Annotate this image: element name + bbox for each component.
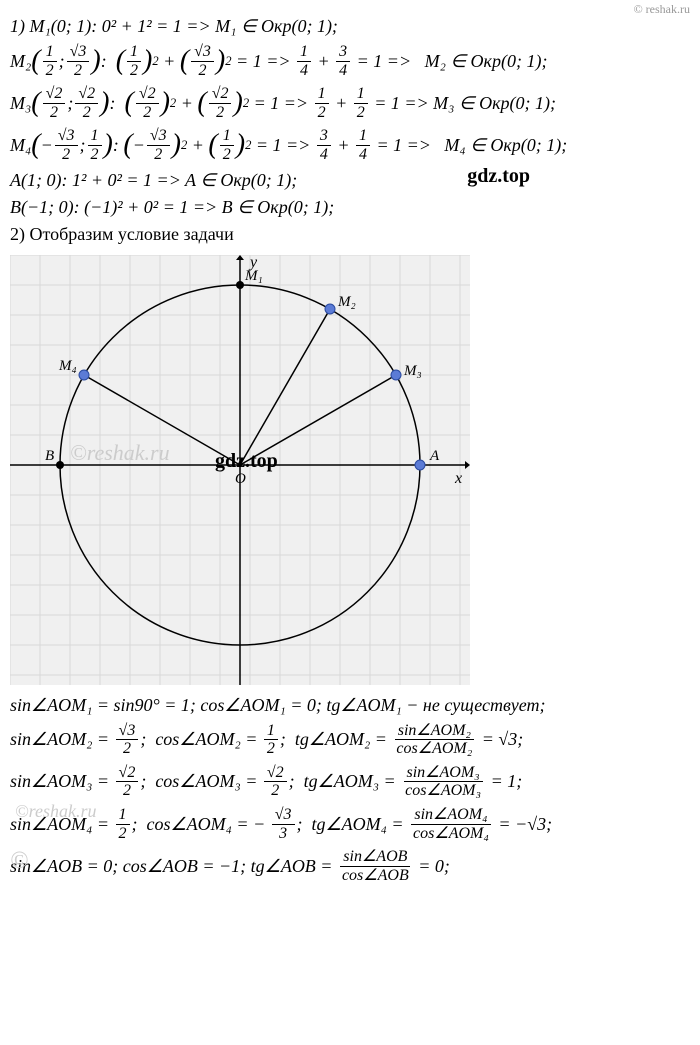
- svg-text:M₂: M₂: [337, 294, 356, 310]
- svg-text:M₁: M₁: [244, 268, 263, 284]
- line-m3: M₃ ( √22 ; √22 ) : ( √22 )2 + ( √22 )2 =…: [10, 85, 690, 121]
- line-b: B(−1; 0): (−1)² + 0² = 1 => B ∈ Окр(0; 1…: [10, 197, 690, 218]
- m2-prefix: M₂: [10, 51, 31, 72]
- svg-text:M₄: M₄: [58, 358, 77, 374]
- watermark-gdz: gdz.top: [215, 450, 278, 473]
- svg-text:O: O: [235, 471, 246, 487]
- line-task: 2) Отобразим условие задачи: [10, 224, 690, 245]
- trig-line-2: sin∠AOM₂ = √32 ; cos∠AOM₂ = 12 ; tg∠AOM₂…: [10, 722, 690, 758]
- watermark-reshak: ©reshak.ru: [70, 440, 170, 466]
- unit-circle-diagram: xyOABM₁M₂M₃M₄ ©reshak.ru gdz.top: [10, 255, 470, 685]
- trig-line-5: sin∠AOB = 0; cos∠AOB = −1; tg∠AOB = sin∠…: [10, 848, 690, 884]
- svg-text:M₃: M₃: [403, 363, 422, 379]
- svg-text:x: x: [454, 470, 462, 487]
- site-credit: © reshak.ru: [634, 2, 690, 17]
- trig-line-4: sin∠AOM₄ = 12 ; cos∠AOM₄ = − √33 ; tg∠AO…: [10, 806, 690, 842]
- line-m1: 1) M₁(0; 1): 0² + 1² = 1 => M₁ ∈ Окр(0; …: [10, 16, 690, 37]
- line-m2: M₂ ( 12 ; √32 ) : ( 12 )2 + ( √32 )2 = 1…: [10, 43, 690, 79]
- watermark-reshak-2: ©reshak.ru: [15, 801, 97, 822]
- line-m4: M₄ ( − √32 ; 12 ) : ( − √32 )2 + ( 12 )2…: [10, 127, 690, 163]
- trig-line-1: sin∠AOM₁ = sin90° = 1; cos∠AOM₁ = 0; tg∠…: [10, 695, 690, 716]
- watermark-gdz: gdz.top: [467, 165, 530, 188]
- svg-text:B: B: [45, 448, 54, 464]
- line-a: A(1; 0): 1² + 0² = 1 => A ∈ Окр(0; 1);: [10, 170, 690, 191]
- watermark-c: ©: [10, 848, 28, 875]
- trig-line-3: sin∠AOM₃ = √22 ; cos∠AOM₃ = √22 ; tg∠AOM…: [10, 764, 690, 800]
- svg-text:A: A: [429, 448, 440, 464]
